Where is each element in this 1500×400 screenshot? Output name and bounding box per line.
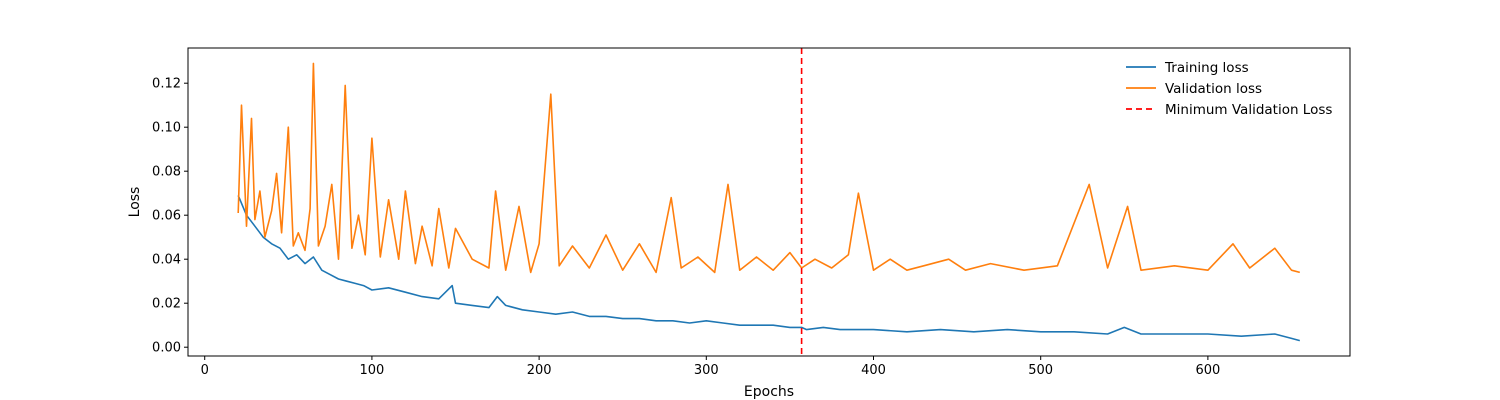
plot-frame <box>187 47 1351 357</box>
y-tick-label: 0.06 <box>152 209 181 224</box>
y-tick-label: 0.04 <box>152 253 181 268</box>
y-tick-label: 0.08 <box>152 165 181 180</box>
legend: Training loss Validation loss Minimum Vali… <box>1126 60 1332 118</box>
plot-area <box>237 48 1301 356</box>
x-tick-label: 600 <box>1195 363 1220 378</box>
x-tick-label: 200 <box>527 363 552 378</box>
y-axis-label: Loss <box>127 187 143 218</box>
legend-label: Minimum Validation Loss <box>1165 102 1332 118</box>
y-tick-label: 0.10 <box>152 121 181 136</box>
series-line-validation <box>237 62 1301 274</box>
x-axis-label: Epochs <box>744 384 794 400</box>
y-tick-label: 0.00 <box>152 341 181 356</box>
y-tick-label: 0.02 <box>152 297 181 312</box>
x-tick-label: 0 <box>201 363 209 378</box>
y-tick-label: 0.12 <box>152 77 181 92</box>
x-axis: 0 100 200 300 400 500 600 <box>201 356 1220 378</box>
series-line-training <box>237 195 1301 342</box>
y-axis: 0.00 0.02 0.04 0.06 0.08 0.10 0.12 <box>152 77 188 356</box>
legend-label: Training loss <box>1164 60 1249 76</box>
x-tick-label: 400 <box>861 363 886 378</box>
x-tick-label: 100 <box>359 363 384 378</box>
x-tick-label: 300 <box>694 363 719 378</box>
legend-label: Validation loss <box>1165 81 1262 97</box>
x-tick-label: 500 <box>1028 363 1053 378</box>
